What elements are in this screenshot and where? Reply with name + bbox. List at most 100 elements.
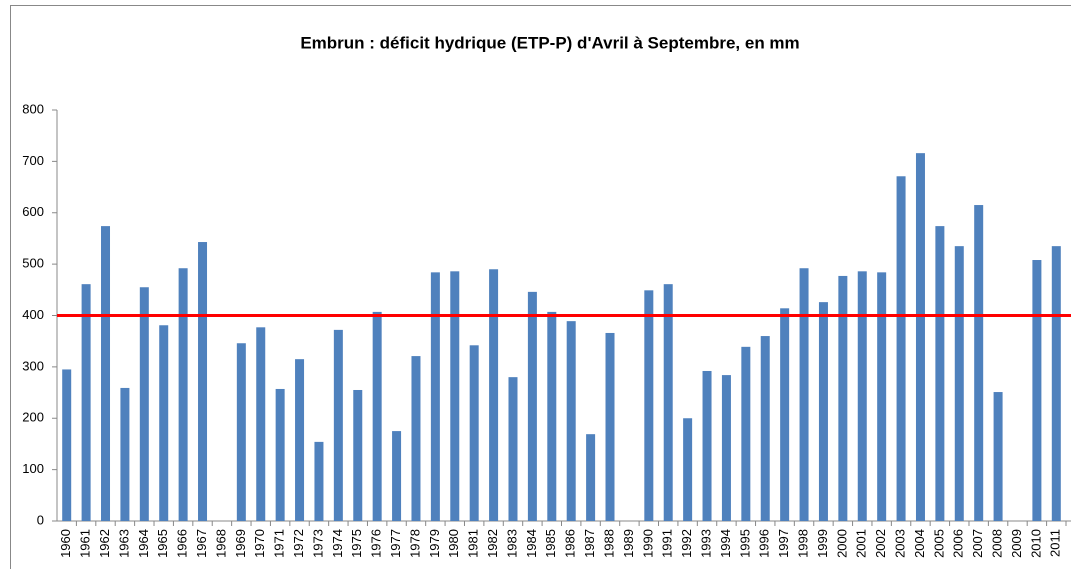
x-tick-label: 1994 <box>718 529 733 558</box>
bar <box>663 284 673 521</box>
bar <box>566 321 576 521</box>
bar <box>527 291 537 521</box>
x-tick-label: 1961 <box>78 529 93 558</box>
bar <box>721 375 731 521</box>
chart-title: Embrun : déficit hydrique (ETP-P) d'Avri… <box>300 33 799 52</box>
bar <box>430 272 440 521</box>
x-tick-label: 1995 <box>737 529 752 558</box>
x-tick-label: 2005 <box>931 529 946 558</box>
bar <box>818 302 828 521</box>
bar <box>780 308 790 521</box>
bar <box>508 377 518 521</box>
x-tick-label: 2003 <box>893 529 908 558</box>
x-tick-label: 2007 <box>970 529 985 558</box>
x-tick-label: 1965 <box>155 529 170 558</box>
x-tick-label: 1997 <box>776 529 791 558</box>
x-tick-label: 1988 <box>601 529 616 558</box>
x-tick-label: 1969 <box>233 529 248 558</box>
y-tick-label: 700 <box>22 153 44 168</box>
bar <box>993 392 1003 521</box>
bar <box>256 327 266 521</box>
x-tick-label: 1996 <box>757 529 772 558</box>
x-tick-label: 1971 <box>272 529 287 558</box>
x-tick-label: 1987 <box>582 529 597 558</box>
x-tick-label: 2000 <box>834 529 849 558</box>
x-tick-label: 1991 <box>660 529 675 558</box>
bar <box>857 271 867 521</box>
x-tick-label: 1992 <box>679 529 694 558</box>
x-tick-label: 1986 <box>563 529 578 558</box>
x-tick-label: 2002 <box>873 529 888 558</box>
bar <box>954 246 964 522</box>
bar <box>392 431 402 521</box>
bar <box>741 346 751 521</box>
x-tick-label: 2011 <box>1048 529 1063 557</box>
x-tick-label: 1968 <box>213 529 228 558</box>
x-tick-label: 1964 <box>136 529 151 558</box>
x-tick-label: 1960 <box>58 529 73 558</box>
bar <box>760 336 770 521</box>
x-tick-label: 1983 <box>504 529 519 558</box>
x-tick-label: 1972 <box>291 529 306 558</box>
x-tick-label: 2001 <box>854 529 869 558</box>
x-tick-label: 1967 <box>194 529 209 558</box>
x-tick-label: 1975 <box>349 529 364 558</box>
x-tick-label: 1985 <box>543 529 558 558</box>
x-tick-label: 1980 <box>446 529 461 558</box>
x-tick-label: 2009 <box>1009 529 1024 558</box>
x-tick-label: 1979 <box>427 529 442 558</box>
x-tick-label: 1966 <box>175 529 190 558</box>
x-tick-label: 1978 <box>407 529 422 558</box>
y-tick-label: 300 <box>22 358 44 373</box>
x-tick-label: 2006 <box>951 529 966 558</box>
bar <box>314 441 324 521</box>
bar <box>702 370 712 521</box>
x-tick-label: 1993 <box>698 529 713 558</box>
bar <box>236 343 246 521</box>
bar <box>159 325 169 521</box>
y-tick-label: 800 <box>22 101 44 116</box>
y-tick-label: 0 <box>37 512 44 527</box>
x-tick-label: 1984 <box>524 529 539 558</box>
y-tick-label: 600 <box>22 204 44 219</box>
x-tick-label: 1963 <box>116 529 131 558</box>
bar <box>198 242 208 521</box>
bar <box>935 226 945 522</box>
x-tick-label: 1976 <box>369 529 384 558</box>
bar <box>683 418 693 521</box>
y-tick-label: 500 <box>22 256 44 271</box>
bar <box>469 345 479 521</box>
bar <box>644 290 654 521</box>
x-tick-label: 1977 <box>388 529 403 558</box>
bar <box>799 268 809 521</box>
bar <box>450 271 460 521</box>
x-tick-label: 1970 <box>252 529 267 558</box>
bar <box>974 205 984 521</box>
bar <box>178 268 188 521</box>
y-tick-label: 100 <box>22 461 44 476</box>
x-tick-label: 2008 <box>990 529 1005 558</box>
bar <box>353 389 363 521</box>
bar <box>333 329 343 521</box>
bar <box>877 272 887 521</box>
x-tick-label: 2010 <box>1028 529 1043 558</box>
bar <box>489 269 499 521</box>
bar <box>139 287 149 521</box>
x-tick-label: 1998 <box>795 529 810 558</box>
x-tick-label: 2004 <box>912 529 927 558</box>
x-tick-label: 1973 <box>310 529 325 558</box>
bar <box>605 332 615 521</box>
bar <box>120 387 130 521</box>
chart-frame <box>10 5 1071 569</box>
x-tick-label: 1981 <box>466 529 481 558</box>
bar <box>295 359 305 521</box>
bar <box>62 369 72 521</box>
bar <box>896 176 906 521</box>
bar <box>372 311 382 521</box>
x-tick-label: 1974 <box>330 529 345 558</box>
x-tick-label: 1962 <box>97 529 112 558</box>
bar <box>275 388 285 521</box>
bar <box>411 356 421 521</box>
x-tick-label: 1989 <box>621 529 636 558</box>
